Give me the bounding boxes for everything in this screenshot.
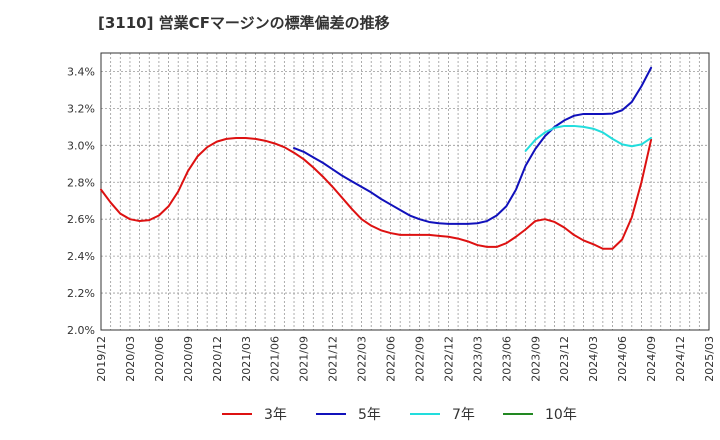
x-tick-label: 2023/09 [529, 336, 542, 382]
series-line-3 [524, 124, 653, 152]
x-tick-label: 2023/12 [558, 336, 571, 382]
series-lines [100, 66, 653, 250]
x-tick-label: 2021/03 [240, 336, 253, 382]
legend-label: 10年 [545, 407, 577, 423]
legend-label: 3年 [264, 407, 287, 423]
x-tick-label: 2022/03 [356, 336, 369, 382]
plot-area [101, 53, 709, 330]
y-tick-label: 3.4% [67, 65, 95, 78]
x-tick-label: 2024/12 [674, 336, 687, 382]
x-tick-label: 2023/03 [471, 336, 484, 382]
x-tick-label: 2021/09 [298, 336, 311, 382]
y-tick-label: 2.4% [67, 250, 95, 263]
legend: 3年 5年 7年 10年 [222, 407, 577, 423]
x-tick-label: 2021/06 [269, 336, 282, 382]
y-tick-label: 2.6% [67, 213, 95, 226]
y-tick-label: 2.2% [67, 287, 95, 300]
x-tick-label: 2022/09 [413, 336, 426, 382]
x-tick-label: 2019/12 [95, 336, 108, 382]
x-tick-label: 2020/03 [124, 336, 137, 382]
y-tick-label: 2.0% [67, 324, 95, 337]
x-tick-label: 2022/12 [442, 336, 455, 382]
y-tick-label: 3.2% [67, 102, 95, 115]
y-gridlines [101, 71, 709, 331]
x-tick-label: 2025/03 [703, 336, 716, 382]
x-tick-label: 2023/06 [500, 336, 513, 382]
chart-title: [3110] 営業CFマージンの標準偏差の推移 [98, 14, 390, 32]
y-tick-label: 3.0% [67, 139, 95, 152]
x-tick-label: 2024/03 [587, 336, 600, 382]
x-tick-label: 2020/12 [211, 336, 224, 382]
series-line-2 [293, 66, 653, 225]
legend-label: 5年 [358, 407, 381, 423]
x-tick-label: 2024/09 [645, 336, 658, 382]
x-tick-label: 2021/12 [327, 336, 340, 382]
y-axis-tick-labels: 2.0% 2.2% 2.4% 2.6% 2.8% 3.0% 3.2% 3.4% [67, 65, 95, 337]
x-tick-label: 2022/06 [385, 336, 398, 382]
plot-frame [100, 52, 710, 331]
x-tick-label: 2020/06 [153, 336, 166, 382]
legend-label: 7年 [452, 407, 475, 423]
x-axis-tick-labels: 2019/12 2020/03 2020/06 2020/09 2020/12 2021/… [95, 336, 716, 382]
y-tick-label: 2.8% [67, 176, 95, 189]
x-tick-label: 2020/09 [182, 336, 195, 382]
x-tick-label: 2024/06 [616, 336, 629, 382]
series-line-1 [100, 136, 653, 250]
